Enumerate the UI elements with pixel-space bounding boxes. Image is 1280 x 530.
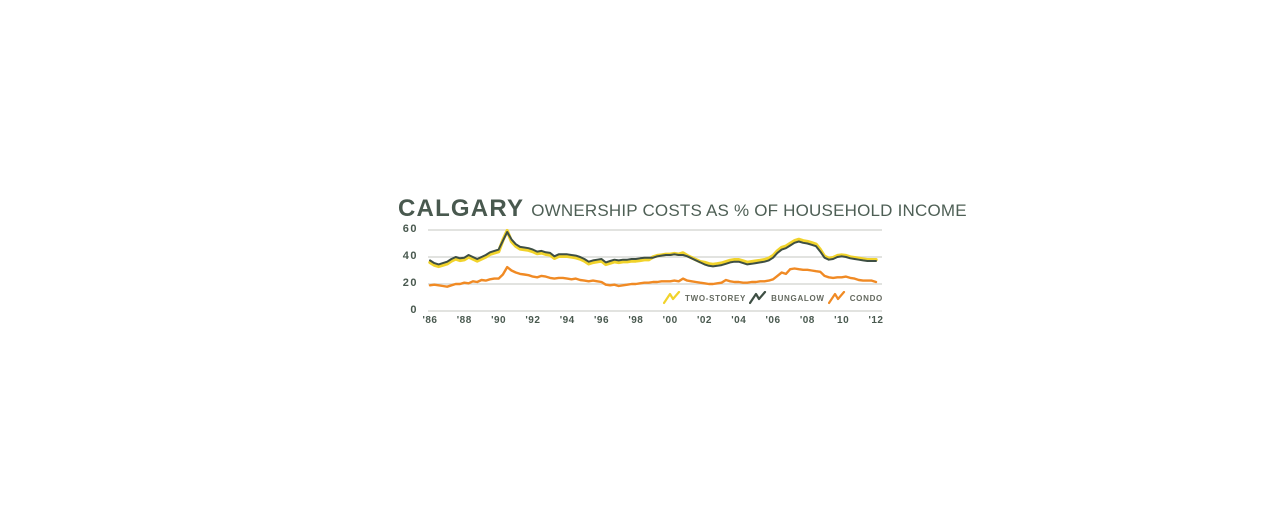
y-axis-tick-label: 0: [410, 304, 418, 316]
x-axis-tick-label: '92: [525, 315, 541, 326]
x-axis-tick-label: '88: [456, 315, 472, 326]
x-axis-tick-label: '12: [868, 315, 884, 326]
legend-label-bungalow: BUNGALOW: [771, 293, 825, 303]
series-line-condo: [428, 265, 878, 288]
x-axis-tick-label: '10: [834, 315, 850, 326]
y-axis-tick-label: 20: [402, 277, 418, 289]
x-axis-tick-label: '02: [696, 315, 712, 326]
ownership-costs-chart: CALGARY OWNERSHIP COSTS AS % OF HOUSEHOL…: [398, 195, 967, 340]
series-line-two-storey: [428, 229, 878, 269]
legend-label-two-storey: TWO-STOREY: [685, 293, 747, 303]
x-axis-tick-label: '94: [559, 315, 575, 326]
y-axis-tick-label: 40: [402, 250, 418, 262]
x-axis-tick-label: '06: [765, 315, 781, 326]
x-axis-tick-label: '96: [594, 315, 610, 326]
x-axis-tick-label: '00: [662, 315, 678, 326]
legend-label-condo: CONDO: [849, 293, 883, 303]
x-axis-tick-label: '08: [799, 315, 815, 326]
x-axis-tick-label: '86: [422, 315, 438, 326]
legend-item-bungalow: BUNGALOW: [749, 291, 825, 305]
chart-legend: TWO-STOREY BUNGALOW CONDO: [663, 291, 883, 305]
chart-title: CALGARY OWNERSHIP COSTS AS % OF HOUSEHOL…: [398, 195, 967, 223]
line-chart-plot: [428, 229, 882, 312]
x-axis-tick-label: '98: [628, 315, 644, 326]
legend-item-two-storey: TWO-STOREY: [663, 291, 746, 305]
x-axis-tick-label: '90: [491, 315, 507, 326]
chart-title-city: CALGARY: [398, 195, 525, 222]
legend-item-condo: CONDO: [827, 291, 883, 305]
bungalow-line-icon: [749, 291, 767, 305]
two-storey-line-icon: [663, 291, 681, 305]
condo-line-icon: [827, 291, 845, 305]
chart-title-subtitle: OWNERSHIP COSTS AS % OF HOUSEHOLD INCOME: [531, 201, 967, 220]
y-axis-tick-label: 60: [402, 223, 418, 235]
series-line-bungalow: [429, 231, 877, 268]
x-axis-tick-label: '04: [731, 315, 747, 326]
